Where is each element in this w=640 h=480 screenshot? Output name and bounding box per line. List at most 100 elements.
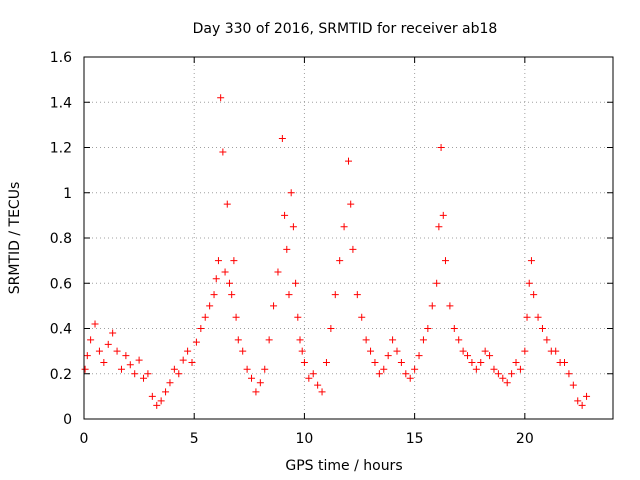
data-point [358,313,366,321]
data-point [270,302,278,310]
data-point [340,223,348,231]
data-point [179,356,187,364]
data-point [256,379,264,387]
data-point [353,291,361,299]
data-point [265,336,273,344]
data-point [402,370,410,378]
data-point [433,279,441,287]
data-point [464,352,472,360]
data-point [499,374,507,382]
axis-ticks: 0 0.2 0.4 0.6 0.8 1 1.2 1.4 1.6 0 5 10 15 20 [50,50,613,447]
data-point [322,358,330,366]
data-point [419,336,427,344]
data-point [87,336,95,344]
data-point [239,347,247,355]
data-point [435,223,443,231]
data-point [459,347,467,355]
data-point [296,336,304,344]
y-tick-label: 1.2 [50,141,72,157]
data-point [336,257,344,265]
data-point [230,257,238,265]
data-point [538,325,546,332]
data-point [201,313,209,321]
data-point [298,347,306,355]
data-point [527,257,535,265]
data-point [450,325,458,332]
data-point [406,374,414,382]
data-point [331,291,339,299]
data-point [206,302,214,310]
data-point [243,365,251,373]
data-point [503,379,511,387]
data-point [446,302,454,310]
data-point [574,397,582,405]
y-tick-label: 1.4 [50,95,72,111]
data-point [525,279,533,287]
data-point [393,347,401,355]
data-point [347,200,355,208]
data-point [367,347,375,355]
data-point [261,365,269,373]
data-point [578,401,586,409]
data-point [217,94,225,102]
y-tick-label: 0.2 [50,367,72,383]
data-point [287,189,295,197]
y-tick-label: 1.6 [50,50,72,66]
chart-title: Day 330 of 2016, SRMTID for receiver ab1… [193,21,498,37]
data-point [561,358,569,366]
y-axis-label: SRMTID / TECUs [7,182,23,295]
data-point [345,157,352,165]
y-tick-label: 0.4 [50,322,72,338]
data-point [109,329,117,337]
data-point [472,365,480,373]
x-axis-label: GPS time / hours [285,458,402,474]
data-point [349,245,357,253]
data-point [569,381,577,389]
data-point [157,397,165,405]
data-point [583,392,591,400]
data-point [219,148,227,156]
data-point [490,365,498,373]
data-point [384,352,392,360]
data-point [516,365,524,373]
x-tick-label: 0 [80,431,89,447]
data-point [441,257,449,265]
data-point [289,223,297,231]
data-point [225,279,233,287]
data-point [81,365,89,373]
data-point [95,347,103,355]
data-point [252,388,260,396]
data-point [140,374,148,382]
data-point [197,325,205,332]
data-point [91,320,99,328]
data-point [455,336,463,344]
data-point [192,338,200,346]
data-point [477,358,485,366]
data-point [162,388,170,396]
data-point [486,352,494,360]
data-point [371,358,379,366]
data-point [135,356,143,364]
data-point [278,134,286,142]
x-tick-label: 20 [516,431,534,447]
data-point [234,336,242,344]
data-point [274,268,282,276]
data-point [534,313,542,321]
data-point [188,358,196,366]
data-point [300,358,308,366]
data-point [228,291,236,299]
data-point [100,358,108,366]
data-point [327,325,335,332]
data-point [362,336,370,344]
data-point [283,245,291,253]
data-point [148,392,156,400]
data-point [437,144,445,151]
data-point [221,268,229,276]
data-point [122,352,130,360]
data-point [397,358,405,366]
data-point [214,257,222,265]
data-point [184,347,192,355]
data-point [170,365,178,373]
